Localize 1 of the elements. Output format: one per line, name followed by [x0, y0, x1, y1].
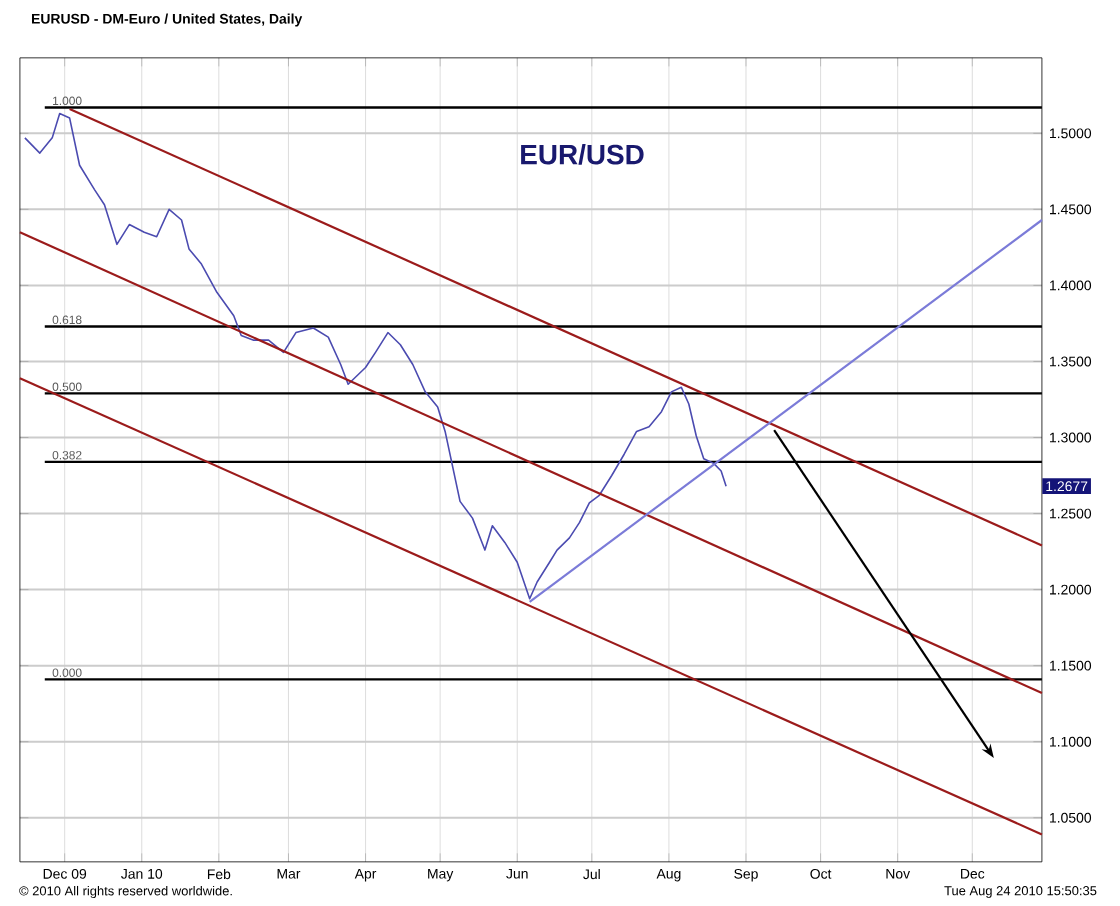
- annotation: EUR/USD: [521, 143, 644, 165]
